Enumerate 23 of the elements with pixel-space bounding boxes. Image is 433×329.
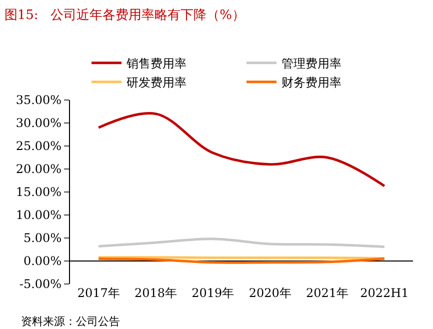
y-tick-label: -5.00% (19, 277, 62, 292)
x-tick-label: 2021年 (306, 286, 349, 300)
y-tick-label: 20.00% (16, 162, 62, 176)
chart-title: 图15: 公司近年各费用率略有下降（%） (4, 6, 245, 23)
line-series (97, 238, 386, 248)
y-tick-label: 5.00% (23, 231, 62, 246)
line-series (97, 112, 386, 188)
legend-label: 研发费用率 (126, 76, 186, 90)
x-tick-label: 2018年 (134, 286, 178, 300)
y-tick-label: 30.00% (16, 116, 62, 130)
y-tick-label: 15.00% (16, 185, 62, 200)
x-tick-label: 2017年 (77, 286, 120, 300)
x-tick-label: 2020年 (248, 286, 292, 300)
x-tick-label: 2019年 (192, 286, 234, 300)
legend-label: 销售费用率 (126, 56, 186, 70)
y-tick-label: 35.00% (16, 93, 62, 108)
y-tick-label: 25.00% (16, 139, 62, 154)
legend-label: 财务费用率 (282, 76, 342, 90)
text: 资料来源：公司公告 (21, 315, 120, 328)
y-tick-label: 10.00% (16, 208, 62, 222)
x-tick-label: 2022H1 (360, 286, 409, 300)
legend-label: 管理费用率 (282, 56, 342, 70)
y-tick-label: 0.00% (23, 254, 62, 268)
